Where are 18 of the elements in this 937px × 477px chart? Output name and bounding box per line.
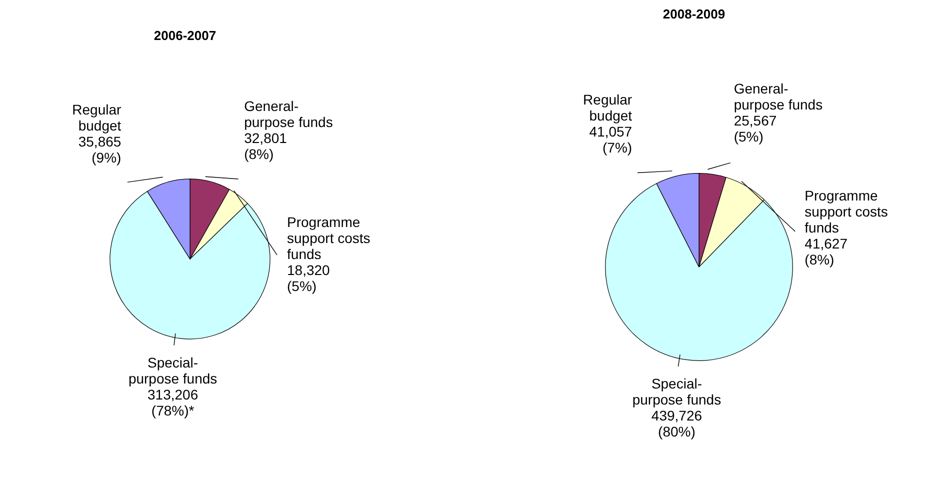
data-label: 41,627 (8%): [804, 235, 848, 268]
data-label: 41,057 (7%): [589, 123, 632, 156]
slice-label: Programme support costs funds: [287, 214, 370, 262]
slice-label: Regular budget: [583, 91, 632, 124]
data-label: 439,726 (80%): [651, 407, 702, 440]
data-label: 32,801 (8%): [244, 130, 288, 162]
slice-label: General-purpose funds: [244, 98, 333, 130]
data-label: 18,320 (5%): [287, 262, 330, 294]
data-label: 313,206 (78%)*: [148, 386, 198, 418]
slice-label: Programme support costs funds: [804, 187, 888, 236]
data-label: 25,567 (5%): [734, 112, 777, 144]
slice-label: General-purpose funds: [734, 80, 823, 112]
slice-label: Special-purpose funds: [632, 375, 722, 408]
slice-label: Special-purpose funds: [128, 354, 218, 386]
chart-title: 2006-2007: [154, 28, 216, 43]
chart-title: 2008-2009: [662, 6, 726, 22]
slice-label: Regular budget: [72, 101, 122, 134]
data-label: 35,865 (9%): [78, 133, 122, 166]
